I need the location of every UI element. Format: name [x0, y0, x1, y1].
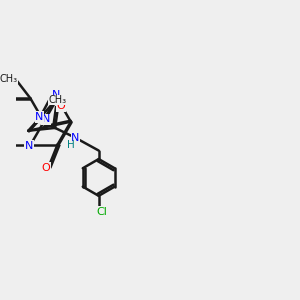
Text: O: O [42, 163, 50, 172]
Text: N: N [25, 140, 33, 151]
Text: O: O [56, 101, 65, 111]
Text: Cl: Cl [96, 207, 107, 217]
Text: N: N [42, 114, 50, 124]
Text: H: H [68, 140, 75, 150]
Text: CH₃: CH₃ [48, 95, 66, 105]
Text: CH₃: CH₃ [0, 74, 17, 85]
Text: N: N [71, 134, 80, 143]
Text: N: N [52, 90, 60, 100]
Text: N: N [35, 112, 44, 122]
